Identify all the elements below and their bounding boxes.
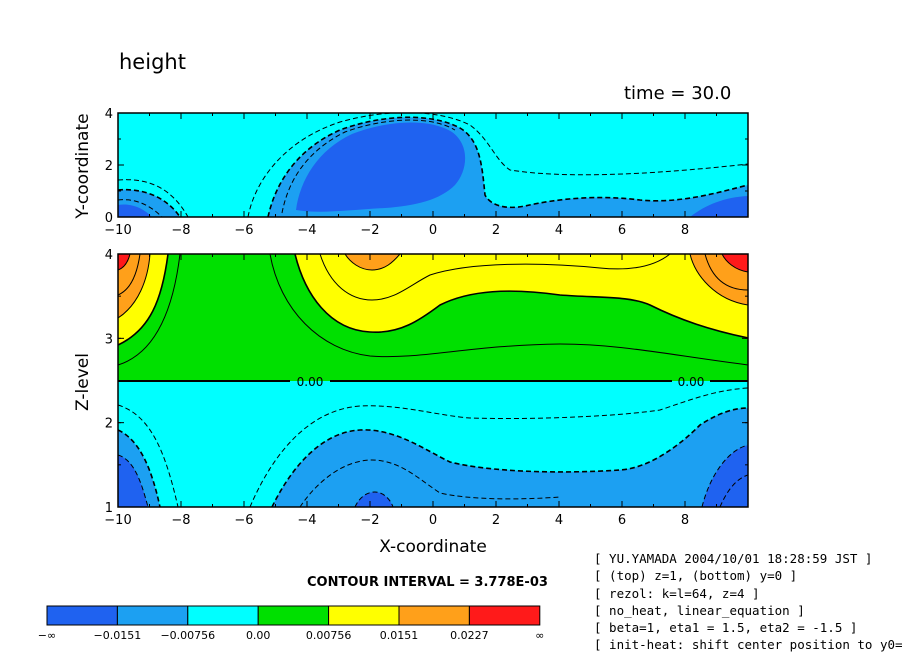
x-tick-label: −2 — [360, 513, 379, 528]
info-line: [ rezol: k=l=64, z=4 ] — [594, 585, 760, 601]
top-contour-lines — [118, 113, 748, 217]
y-tick-label: 3 — [105, 332, 113, 347]
bottom-contour-lines — [118, 254, 748, 507]
legend-label: −0.0151 — [94, 629, 142, 642]
legend-swatch — [468, 605, 541, 626]
x-tick-label: −8 — [171, 513, 190, 528]
legend-label: 0.0151 — [380, 629, 419, 642]
bottom-panel: 0.00 0.00 — [118, 254, 748, 507]
x-tick-label: −6 — [234, 513, 253, 528]
x-tick-label: 4 — [555, 513, 563, 528]
axes: −10 −8 −6 −4 −2 0 2 4 6 8 0 2 4 −10 −8 −6 −4 −2 0 2 4 6 8 1 2 3 4 — [104, 107, 749, 528]
x-tick-label: 4 — [555, 223, 563, 238]
legend-label: 0.00 — [246, 629, 271, 642]
x-tick-label: −6 — [234, 223, 253, 238]
legend-swatch — [328, 605, 400, 626]
x-tick-label: 6 — [618, 513, 626, 528]
y-tick-label: 2 — [105, 159, 113, 174]
info-line: [ (top) z=1, (bottom) y=0 ] — [594, 568, 798, 584]
bottom-band-dark-blue-right — [702, 445, 748, 507]
info-line: [ YU.YAMADA 2004/10/01 18:28:59 JST ] — [594, 551, 873, 566]
bottom-band-orange-left — [118, 254, 150, 318]
info-line: [ no_heat, linear_equation ] — [594, 602, 805, 618]
y-tick-label: 4 — [105, 248, 113, 263]
info-block: [ YU.YAMADA 2004/10/01 18:28:59 JST ] [ … — [594, 550, 904, 654]
bottom-band-light-blue-center — [272, 408, 748, 507]
legend-label: ∞ — [535, 629, 544, 642]
top-band-low-right — [690, 196, 748, 217]
bottom-band-red-right — [722, 254, 748, 272]
legend-swatch — [187, 605, 259, 626]
bottom-band-dark-blue-center — [355, 492, 393, 507]
x-tick-label: −10 — [104, 513, 131, 528]
x-tick-label: 0 — [429, 513, 437, 528]
bottom-y-axis-title: Z-level — [73, 353, 93, 411]
top-panel — [118, 113, 748, 217]
x-tick-label: −8 — [171, 223, 190, 238]
legend-swatch — [116, 605, 189, 626]
info-line: [ beta=1, eta1 = 1.5, eta2 = -1.5 ] — [594, 620, 858, 636]
legend-label: 0.0227 — [450, 629, 489, 642]
x-tick-label: 8 — [681, 513, 689, 528]
legend-label: −∞ — [38, 629, 56, 642]
x-tick-label: 0 — [429, 223, 437, 238]
legend-swatch — [398, 605, 470, 626]
info-line: [ init-heat: shift center position to y0… — [594, 637, 904, 653]
x-tick-label: 2 — [492, 223, 500, 238]
legend-colorbar: −∞ −0.0151 −0.00756 0.00 0.00756 0.0151 0.0227… — [38, 605, 544, 642]
legend-swatch — [46, 605, 118, 626]
chart-title: height — [119, 50, 186, 74]
x-tick-label: 6 — [618, 223, 626, 238]
x-tick-label: 8 — [681, 223, 689, 238]
top-y-axis-title: Y-coordinate — [73, 113, 93, 219]
x-tick-label: −4 — [297, 513, 316, 528]
contour-interval-label: CONTOUR INTERVAL = 3.778E-03 — [307, 575, 548, 590]
zero-label-right: 0.00 — [678, 375, 705, 389]
legend-label: −0.00756 — [160, 629, 215, 642]
top-band-low-center — [296, 122, 466, 212]
legend-swatch — [257, 605, 330, 626]
y-tick-label: 0 — [105, 211, 113, 226]
x-tick-label: 2 — [492, 513, 500, 528]
zero-label-left: 0.00 — [297, 375, 324, 389]
x-axis-title: X-coordinate — [379, 537, 487, 557]
x-tick-label: −10 — [104, 223, 131, 238]
x-tick-label: −4 — [297, 223, 316, 238]
top-band-low-left — [118, 204, 152, 217]
time-label: time = 30.0 — [624, 83, 732, 104]
y-tick-label: 4 — [105, 107, 113, 122]
bottom-band-yellow-center — [295, 254, 748, 338]
x-tick-label: −2 — [360, 223, 379, 238]
y-tick-label: 2 — [105, 417, 113, 432]
bottom-band-red-left — [118, 254, 130, 270]
y-tick-label: 1 — [105, 501, 113, 516]
bottom-band-dark-blue-left — [118, 455, 148, 507]
legend-label: 0.00756 — [306, 629, 352, 642]
